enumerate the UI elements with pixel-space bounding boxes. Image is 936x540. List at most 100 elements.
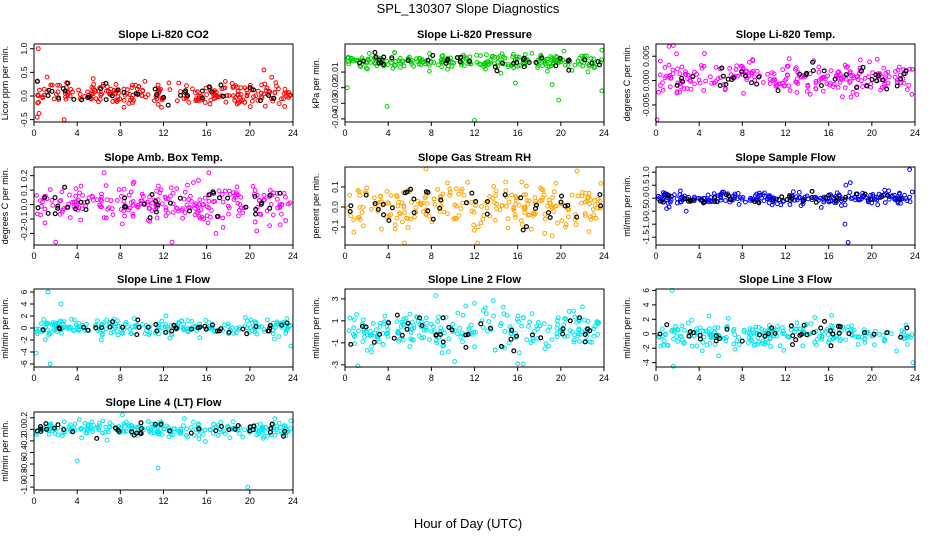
data-point [42,220,48,226]
data-point-highlight [363,192,369,198]
y-tick-label: -3 [330,361,340,369]
x-tick-label: 12 [469,128,479,138]
data-point [747,326,753,331]
data-point [122,213,127,219]
data-point-highlight [376,331,382,337]
data-point-highlight [754,81,760,87]
data-point [170,201,176,207]
data-point [752,74,757,80]
data-point [227,435,233,441]
data-point [272,416,278,422]
data-point [393,59,399,64]
data-point [860,190,866,196]
y-tick-label: -0.005 [641,93,651,117]
data-point [369,344,374,349]
data-points [656,167,915,245]
data-point [377,323,383,329]
data-point [90,76,96,81]
x-tick-label: 4 [75,373,80,383]
data-point [234,192,240,197]
data-point [776,81,781,87]
data-point [249,320,255,326]
y-axis: -3-113 [330,296,345,369]
data-point [866,74,872,79]
data-point [707,341,713,346]
data-point [436,314,441,320]
y-axis-label: ml/min per min. [311,297,321,359]
data-point [506,199,512,205]
data-point [226,211,231,217]
data-point-highlight [55,203,61,209]
data-point [394,194,400,200]
data-point [185,329,191,334]
data-point [694,343,700,349]
y-tick-label: -0.4 [19,445,29,460]
data-point [157,190,163,196]
data-point [352,341,357,346]
data-point [119,330,125,336]
data-point [808,321,814,327]
data-point-highlight [813,199,819,205]
data-point [213,231,219,236]
data-point [478,220,484,226]
data-point-highlight [686,333,692,339]
data-point [835,84,841,90]
data-point [659,326,665,332]
data-point [463,303,469,309]
data-point-highlight [526,59,532,65]
data-point [688,86,694,92]
data-point [351,229,357,235]
data-point [584,53,589,59]
x-tick-label: 24 [599,373,609,383]
data-point [76,320,82,326]
data-point [36,99,41,105]
data-point [154,215,160,221]
data-point [115,97,121,103]
y-tick-label: -0.1 [330,219,340,234]
data-point-highlight [803,72,809,78]
data-point [397,211,403,217]
chart-title: Slope Sample Flow [735,152,836,164]
data-point [237,431,242,436]
data-point [708,335,714,341]
data-point [503,188,509,193]
data-point-outlier [61,117,67,122]
data-point [222,431,228,437]
data-point [273,324,279,330]
data-point [259,324,265,329]
data-point [396,338,401,344]
data-point [255,192,260,198]
data-point [440,191,446,197]
data-point [57,198,62,204]
data-point [847,190,853,195]
data-point [842,85,848,90]
data-point [168,323,174,329]
data-point-highlight [72,206,78,212]
data-point-outlier [423,166,429,172]
data-point [181,321,187,327]
data-point [352,333,358,339]
x-tick-label: 8 [118,373,123,383]
data-point [499,51,505,57]
y-tick-label: 0.0 [19,90,29,102]
data-point [798,203,804,208]
data-point [571,339,577,345]
data-point-highlight [38,426,44,432]
x-tick-label: 4 [75,496,80,506]
data-point [422,195,428,201]
data-point [346,328,352,333]
data-point-highlight [46,87,52,93]
data-point [216,188,222,194]
data-point [271,336,277,342]
data-point [573,212,579,217]
data-point [200,431,206,437]
data-point [519,323,525,329]
x-tick-label: 0 [653,128,658,138]
data-point [50,203,56,208]
data-point [400,58,406,64]
data-point-highlight [833,198,839,204]
data-point-outlier [74,458,80,464]
y-tick-label: 0.2 [19,169,29,181]
data-point-highlight [752,198,758,204]
